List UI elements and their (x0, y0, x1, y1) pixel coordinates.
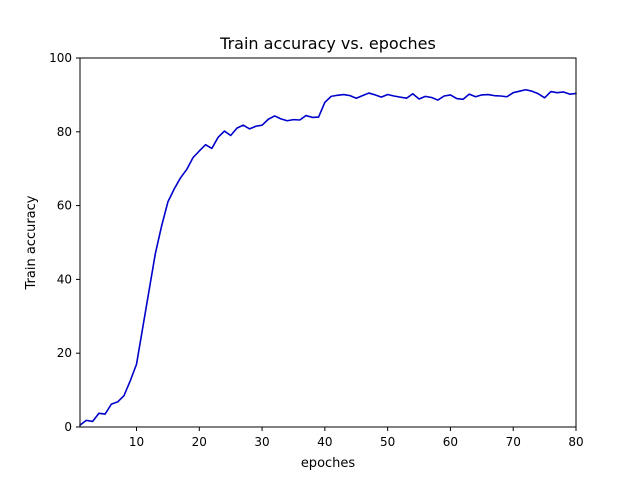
x-tick-label: 30 (254, 435, 269, 449)
x-tick-label: 20 (192, 435, 207, 449)
x-tick-label: 80 (568, 435, 583, 449)
y-tick-label: 40 (57, 272, 72, 286)
accuracy-series-line (79, 88, 577, 426)
x-tick-label: 10 (129, 435, 144, 449)
y-tick-label: 80 (57, 125, 72, 139)
y-tick-label: 20 (57, 346, 72, 360)
x-tick-label: 70 (506, 435, 521, 449)
chart-title: Train accuracy vs. epoches (219, 34, 436, 53)
x-tick-label: 60 (443, 435, 458, 449)
y-axis-label: Train accuracy (24, 195, 39, 290)
x-axis: 10 20 30 40 50 60 70 80 (129, 427, 584, 449)
plot-frame (79, 57, 577, 428)
y-tick-label: 0 (64, 420, 72, 434)
plot-area (79, 88, 577, 426)
y-tick-label: 100 (49, 51, 72, 65)
y-axis: 0 20 40 60 80 100 (49, 51, 80, 434)
x-tick-label: 40 (317, 435, 332, 449)
y-tick-label: 60 (57, 199, 72, 213)
x-axis-label: epoches (301, 456, 356, 471)
x-tick-label: 50 (380, 435, 395, 449)
